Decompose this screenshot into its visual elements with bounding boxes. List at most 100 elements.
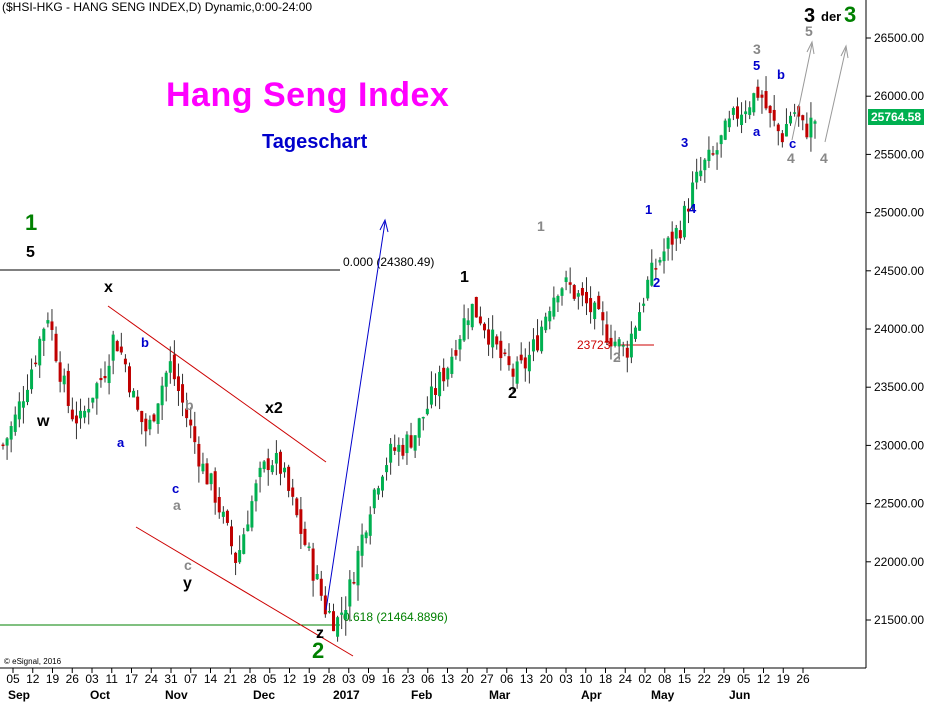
candle-body (50, 321, 54, 330)
x-tick-label: 22 (698, 672, 712, 686)
wave-label: 1 (25, 210, 37, 235)
candle-body (91, 397, 95, 403)
x-tick-label: 27 (480, 672, 494, 686)
x-tick-label: 18 (599, 672, 613, 686)
candle-body (687, 208, 691, 212)
candle-body (364, 532, 368, 539)
candle-body (295, 498, 299, 516)
candles (1, 76, 817, 642)
x-tick-label: 26 (796, 672, 810, 686)
candle-body (519, 354, 523, 361)
candle-body (262, 461, 266, 470)
wave-label: 4 (787, 150, 795, 166)
candle-body (715, 150, 719, 155)
wave-label: b (777, 67, 785, 82)
wave-label: c (184, 557, 192, 573)
candle-body (793, 112, 797, 114)
x-tick-label: 29 (717, 672, 731, 686)
candle-body (148, 419, 152, 430)
candle-body (434, 388, 438, 395)
candle-body (744, 111, 748, 115)
candle-body (107, 365, 111, 384)
candle-body (503, 352, 507, 355)
wave-label: c (789, 136, 796, 151)
candle-body (189, 419, 193, 426)
candle-body (609, 337, 613, 347)
candle-body (499, 340, 503, 359)
wave-label: y (183, 575, 192, 592)
candle-body (487, 329, 491, 345)
candle-body (83, 410, 87, 418)
y-axis-ticks: 26500.00 26000.00 25500.00 25000.00 24500.00… (866, 31, 924, 627)
candle-body (1, 444, 5, 447)
candle-body (711, 153, 715, 155)
fib-level-618-label: 0.618 (21464.8896) (343, 610, 448, 624)
candle-body (315, 573, 319, 580)
y-tick-label: 22500.00 (874, 497, 924, 511)
candle-body (332, 611, 336, 632)
candle-body (768, 105, 772, 114)
x-tick-label: 12 (757, 672, 771, 686)
candle-body (393, 447, 397, 451)
x-tick-label: 03 (559, 672, 573, 686)
candle-body (119, 346, 123, 353)
candle-body (160, 385, 164, 406)
candle-body (323, 595, 327, 615)
y-tick-label: 26500.00 (874, 31, 924, 45)
candle-body (156, 403, 160, 424)
candle-body (495, 336, 499, 345)
x-tick-label: 03 (85, 672, 99, 686)
wave-label: 3 (681, 135, 688, 150)
month-label: Sep (8, 688, 30, 702)
month-label: 2017 (333, 688, 360, 702)
candle-body (756, 86, 760, 98)
x-tick-label: 05 (6, 672, 20, 686)
month-labels: Sep Oct Nov Dec 2017 Feb Mar Apr May Jun (8, 688, 750, 702)
candle-body (650, 262, 654, 286)
candle-body (809, 117, 813, 138)
candle-body (589, 298, 593, 313)
candle-body (805, 123, 809, 138)
y-tick-label: 25500.00 (874, 147, 924, 161)
candle-body (213, 471, 217, 503)
copyright-note: © eSignal, 2016 (4, 657, 62, 666)
x-tick-label: 31 (164, 672, 178, 686)
candle-body (568, 282, 572, 285)
candle-body (217, 496, 221, 513)
candle-body (621, 345, 625, 347)
candle-body (99, 377, 103, 381)
candle-body (372, 489, 376, 509)
candle-body (127, 366, 131, 393)
candle-body (258, 467, 262, 478)
wave-label: x2 (265, 400, 283, 417)
candle-body (789, 115, 793, 124)
candle-body (748, 107, 752, 115)
x-tick-label: 14 (204, 672, 218, 686)
candle-body (225, 510, 229, 523)
candle-body (380, 476, 384, 491)
candle-body (42, 328, 46, 341)
wave-label: 1 (460, 269, 469, 286)
candle-body (103, 376, 107, 379)
candle-body (95, 383, 99, 399)
candle-body (299, 509, 303, 534)
candle-body (425, 408, 429, 415)
candle-body (507, 356, 511, 366)
wave-label: b (141, 335, 149, 350)
candle-body (25, 389, 29, 403)
x-tick-label: 07 (184, 672, 198, 686)
y-tick-label: 21500.00 (874, 613, 924, 627)
candle-body (662, 251, 666, 262)
candle-body (633, 327, 637, 339)
candle-body (556, 296, 560, 303)
x-tick-label: 19 (777, 672, 791, 686)
candle-body (250, 501, 254, 528)
candle-body (401, 444, 405, 456)
x-tick-label: 12 (283, 672, 297, 686)
candle-body (405, 434, 409, 454)
candle-body (740, 114, 744, 126)
candle-body (601, 312, 605, 321)
candle-body (478, 316, 482, 324)
candle-body (474, 296, 478, 318)
x-tick-label: 10 (579, 672, 593, 686)
